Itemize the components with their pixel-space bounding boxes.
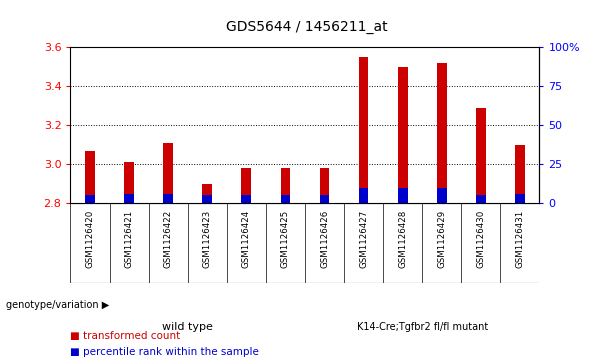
Text: GSM1126429: GSM1126429 (437, 210, 446, 268)
Text: GSM1126427: GSM1126427 (359, 210, 368, 268)
Bar (202, 196, 212, 203)
Bar (85, 196, 95, 203)
Text: GSM1126420: GSM1126420 (86, 210, 94, 268)
Bar (124, 162, 134, 203)
Text: wild type: wild type (162, 322, 213, 332)
Text: GSM1126421: GSM1126421 (124, 210, 134, 268)
Text: GSM1126422: GSM1126422 (164, 210, 173, 268)
Text: GSM1126423: GSM1126423 (203, 210, 211, 268)
Bar (163, 194, 173, 203)
Bar (515, 194, 525, 203)
Bar (85, 151, 95, 203)
Bar (437, 188, 447, 203)
Bar (124, 194, 134, 203)
Bar (242, 168, 251, 203)
Text: GSM1126428: GSM1126428 (398, 210, 407, 268)
Text: ■ transformed count: ■ transformed count (70, 331, 181, 341)
Bar (319, 168, 329, 203)
Bar (281, 168, 291, 203)
Bar (437, 63, 447, 203)
Bar (398, 67, 408, 203)
Text: ■ percentile rank within the sample: ■ percentile rank within the sample (70, 347, 259, 357)
Text: GDS5644 / 1456211_at: GDS5644 / 1456211_at (226, 20, 387, 34)
Text: K14-Cre;Tgfbr2 fl/fl mutant: K14-Cre;Tgfbr2 fl/fl mutant (357, 322, 488, 332)
Text: GSM1126426: GSM1126426 (320, 210, 329, 268)
Text: GSM1126425: GSM1126425 (281, 210, 290, 268)
Bar (476, 196, 485, 203)
Bar (281, 196, 291, 203)
Bar (476, 108, 485, 203)
Bar (163, 143, 173, 203)
Bar (359, 57, 368, 203)
Bar (398, 188, 408, 203)
Text: GSM1126431: GSM1126431 (516, 210, 524, 268)
Bar (359, 188, 368, 203)
Text: genotype/variation ▶: genotype/variation ▶ (6, 300, 109, 310)
Text: GSM1126430: GSM1126430 (476, 210, 485, 268)
Bar (515, 145, 525, 203)
Text: GSM1126424: GSM1126424 (242, 210, 251, 268)
Bar (319, 196, 329, 203)
Bar (202, 184, 212, 203)
Bar (242, 196, 251, 203)
